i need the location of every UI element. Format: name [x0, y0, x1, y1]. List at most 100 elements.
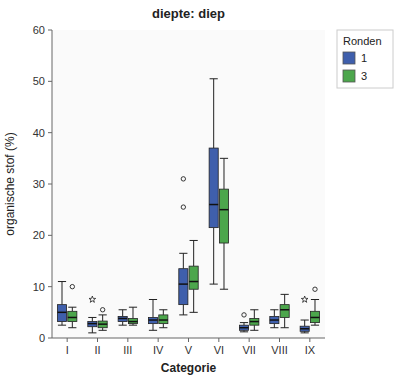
x-axis — [52, 338, 325, 339]
y-tick — [48, 132, 52, 133]
whisker — [223, 243, 224, 289]
whisker — [102, 315, 103, 321]
median — [159, 319, 168, 321]
x-tick-label: VIII — [271, 344, 288, 356]
whisker-cap — [240, 331, 248, 332]
whisker-cap — [190, 312, 198, 313]
whisker — [274, 324, 275, 328]
whisker-cap — [281, 294, 289, 295]
y-axis — [52, 30, 53, 338]
whisker-cap — [88, 317, 96, 318]
legend-frame — [337, 30, 393, 88]
whisker-cap — [220, 158, 228, 159]
x-tick-label: II — [94, 344, 100, 356]
box — [189, 266, 198, 289]
median — [270, 319, 279, 321]
whisker-cap — [270, 309, 278, 310]
median — [179, 283, 188, 285]
whisker-cap — [311, 299, 319, 300]
x-tick — [309, 338, 310, 342]
median — [128, 321, 137, 323]
median — [148, 319, 157, 321]
median — [88, 323, 97, 325]
whisker — [92, 317, 93, 321]
whisker — [193, 240, 194, 266]
whisker-cap — [210, 78, 218, 79]
whisker — [153, 324, 154, 331]
whisker-cap — [68, 307, 76, 308]
whisker-cap — [179, 253, 187, 254]
legend-label: 3 — [361, 70, 367, 82]
whisker-cap — [311, 325, 319, 326]
x-tick — [188, 338, 189, 342]
x-tick — [249, 338, 250, 342]
whisker-cap — [301, 332, 309, 333]
y-tick-label: 60 — [33, 24, 45, 36]
whisker — [213, 228, 214, 284]
whisker — [72, 322, 73, 328]
x-tick — [97, 338, 98, 342]
x-tick-label: III — [123, 344, 132, 356]
median — [250, 321, 259, 323]
whisker-cap — [58, 325, 66, 326]
flier — [181, 177, 185, 181]
x-tick-label: IV — [153, 344, 164, 356]
box — [310, 311, 319, 322]
whisker — [254, 325, 255, 330]
median — [310, 317, 319, 319]
whisker-cap — [129, 307, 137, 308]
whisker — [223, 158, 224, 189]
whisker — [193, 289, 194, 312]
x-tick — [127, 338, 128, 342]
whisker-cap — [270, 327, 278, 328]
y-tick — [48, 286, 52, 287]
x-tick — [67, 338, 68, 342]
plot-area — [52, 30, 325, 338]
whisker — [284, 294, 285, 304]
median — [118, 318, 127, 320]
title: diepte: diep — [152, 6, 225, 21]
whisker-cap — [190, 240, 198, 241]
whisker-cap — [149, 299, 157, 300]
flier — [242, 313, 246, 317]
legend-swatch — [343, 70, 355, 82]
whisker-cap — [88, 332, 96, 333]
whisker-cap — [159, 327, 167, 328]
box — [300, 326, 309, 331]
whisker-cap — [301, 320, 309, 321]
box — [88, 322, 97, 327]
y-tick-label: 20 — [33, 229, 45, 241]
y-tick-label: 30 — [33, 178, 45, 190]
whisker — [163, 310, 164, 315]
box — [209, 148, 218, 228]
box — [270, 316, 279, 323]
median — [57, 312, 66, 314]
box — [148, 317, 157, 323]
box — [239, 325, 248, 330]
median — [209, 204, 218, 206]
legend-label: 1 — [361, 52, 367, 64]
legend-swatch — [343, 52, 355, 64]
box — [179, 269, 188, 305]
whisker — [62, 322, 63, 326]
whisker — [163, 324, 164, 328]
box — [219, 189, 228, 243]
y-tick-label: 50 — [33, 75, 45, 87]
whisker-cap — [68, 327, 76, 328]
y-tick-label: 0 — [39, 332, 45, 344]
whisker-cap — [149, 330, 157, 331]
whisker — [183, 305, 184, 315]
whisker — [183, 253, 184, 268]
median — [189, 281, 198, 283]
median — [219, 209, 228, 211]
median — [68, 317, 77, 319]
median — [98, 323, 107, 325]
whisker — [153, 300, 154, 318]
whisker-cap — [99, 314, 107, 315]
median — [239, 327, 248, 329]
legend: Ronden13 — [337, 30, 393, 88]
marks — [57, 79, 319, 333]
x-tick-label: V — [185, 344, 193, 356]
star-outlier — [301, 296, 308, 302]
whisker — [92, 327, 93, 333]
